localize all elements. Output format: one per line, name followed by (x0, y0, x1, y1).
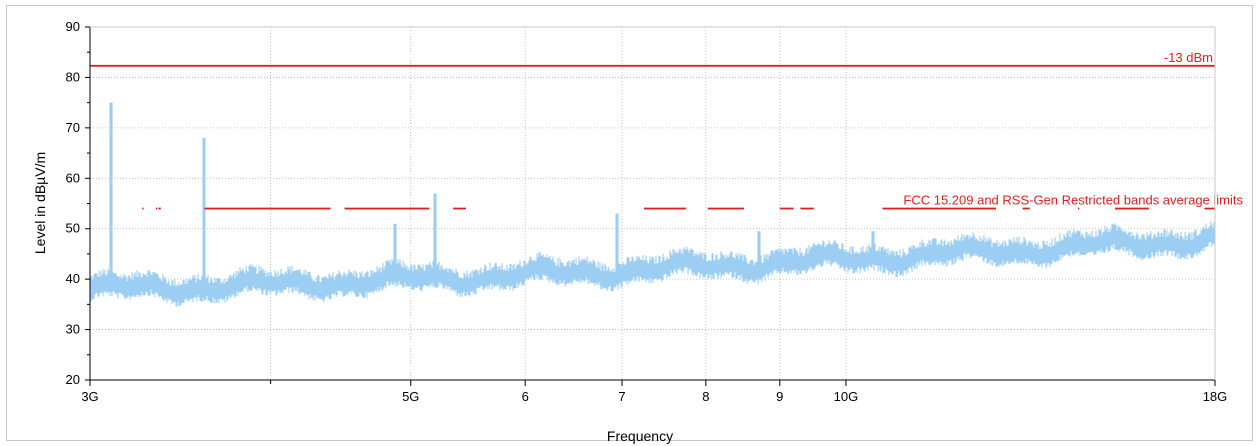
plot-area (90, 27, 1215, 380)
y-tick-label: 90 (66, 19, 80, 34)
y-tick-label: 40 (66, 271, 80, 286)
y-tick-label: 70 (66, 120, 80, 135)
x-tick-label: 5G (402, 389, 419, 404)
chart-frame (6, 5, 1253, 441)
limit-lines: -13 dBm FCC 15.209 and RSS-Gen Restricted… (90, 50, 1243, 210)
x-axis-title: Frequency (607, 428, 673, 444)
limit-label: FCC 15.209 and RSS-Gen Restricted bands … (903, 193, 1243, 208)
x-tick-label: 7 (618, 389, 625, 404)
tick-labels: 20 30 40 50 60 70 80 90 3G 5G 6 7 8 9 10G 18G (66, 19, 1228, 404)
y-tick-label: 30 (66, 322, 80, 337)
y-tick-label: 60 (66, 170, 80, 185)
x-tick-label: 6 (522, 389, 529, 404)
x-tick-label: 18G (1203, 389, 1228, 404)
y-tick-label: 20 (66, 372, 80, 387)
x-tick-label: 9 (776, 389, 783, 404)
y-tick-label: 50 (66, 221, 80, 236)
x-tick-label: 3G (81, 389, 98, 404)
x-tick-label: 8 (702, 389, 709, 404)
limit-label: -13 dBm (1164, 50, 1213, 65)
grid (90, 27, 1215, 380)
y-axis-title: Level in dBµV/m (32, 152, 48, 254)
x-tick-label: 10G (834, 389, 859, 404)
tick-marks (85, 26, 1216, 386)
y-tick-label: 80 (66, 69, 80, 84)
